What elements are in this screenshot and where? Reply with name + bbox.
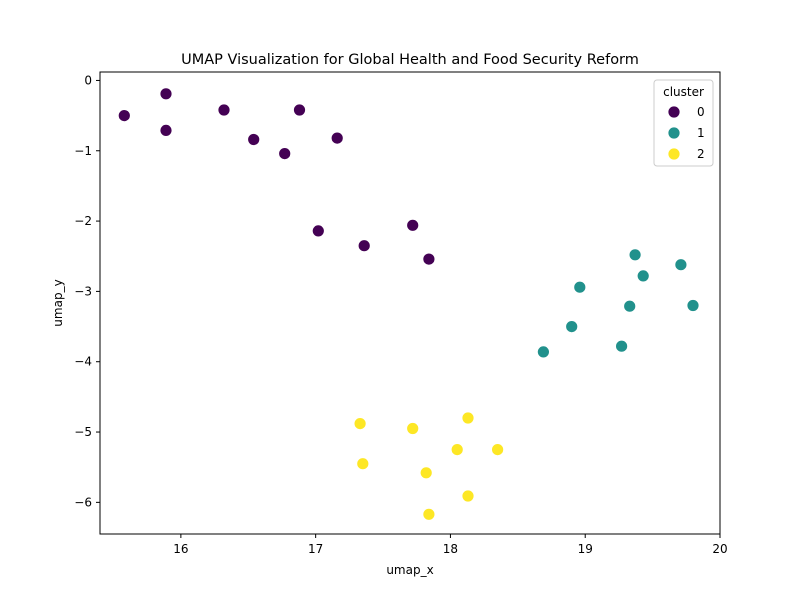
data-point-cluster-2 [419, 466, 433, 480]
data-point-cluster-1 [537, 345, 550, 359]
x-tick-label: 18 [443, 542, 458, 556]
legend-frame [653, 79, 714, 167]
data-point-cluster-0 [117, 109, 131, 122]
y-axis-ticks: 0 −1 −2 −3 −4 −5 −6 [74, 73, 100, 509]
data-point-cluster-0 [406, 218, 420, 232]
x-tick-label: 17 [308, 542, 323, 556]
y-tick-label: −1 [74, 144, 92, 158]
data-point-cluster-0 [422, 252, 436, 266]
x-axis-ticks: 16 17 18 19 20 [173, 534, 728, 556]
data-point-cluster-1 [623, 299, 637, 313]
x-tick-label: 16 [173, 542, 188, 556]
x-tick-label: 19 [578, 542, 593, 556]
data-point-cluster-0 [217, 103, 231, 117]
data-point-cluster-1 [615, 339, 628, 353]
chart-title: UMAP Visualization for Global Health and… [181, 52, 639, 68]
x-tick-label: 20 [712, 542, 727, 556]
legend-title: cluster [663, 85, 704, 99]
plot-frame [99, 71, 721, 535]
data-point-cluster-0 [330, 131, 344, 145]
data-point-cluster-1 [573, 280, 587, 294]
legend-label-1: 1 [697, 126, 705, 140]
data-point-cluster-1 [628, 248, 642, 262]
data-point-cluster-0 [278, 147, 292, 161]
data-points [117, 87, 700, 521]
data-point-cluster-2 [353, 417, 367, 431]
data-point-cluster-0 [247, 133, 261, 146]
legend-marker-1 [667, 126, 681, 140]
y-tick-label: −3 [74, 284, 92, 298]
data-point-cluster-2 [491, 443, 505, 457]
data-point-cluster-2 [461, 489, 475, 503]
y-tick-label: 0 [84, 73, 92, 87]
data-point-cluster-1 [686, 299, 700, 312]
y-axis-label: umap_y [51, 279, 65, 326]
y-tick-label: −2 [74, 214, 92, 228]
y-tick-label: −4 [74, 355, 92, 369]
legend-label-2: 2 [697, 147, 705, 161]
data-point-cluster-2 [356, 457, 370, 471]
data-point-cluster-0 [159, 87, 173, 101]
data-point-cluster-0 [311, 224, 325, 238]
x-axis-label: umap_x [386, 563, 433, 577]
data-point-cluster-1 [636, 269, 650, 283]
legend-marker-2 [667, 147, 681, 161]
data-point-cluster-2 [450, 443, 464, 457]
data-point-cluster-0 [293, 103, 306, 117]
data-point-cluster-0 [159, 123, 173, 137]
legend-entries: 0 1 2 [667, 105, 705, 161]
data-point-cluster-2 [406, 422, 420, 435]
y-tick-label: −5 [74, 425, 92, 439]
data-point-cluster-1 [674, 258, 688, 272]
data-point-cluster-2 [461, 411, 475, 425]
data-point-cluster-2 [422, 507, 436, 521]
legend: cluster 0 1 2 [653, 79, 714, 167]
y-tick-label: −6 [74, 495, 92, 509]
legend-marker-0 [667, 105, 681, 119]
data-point-cluster-1 [565, 320, 579, 334]
legend-label-0: 0 [697, 105, 705, 119]
data-point-cluster-0 [357, 239, 371, 253]
